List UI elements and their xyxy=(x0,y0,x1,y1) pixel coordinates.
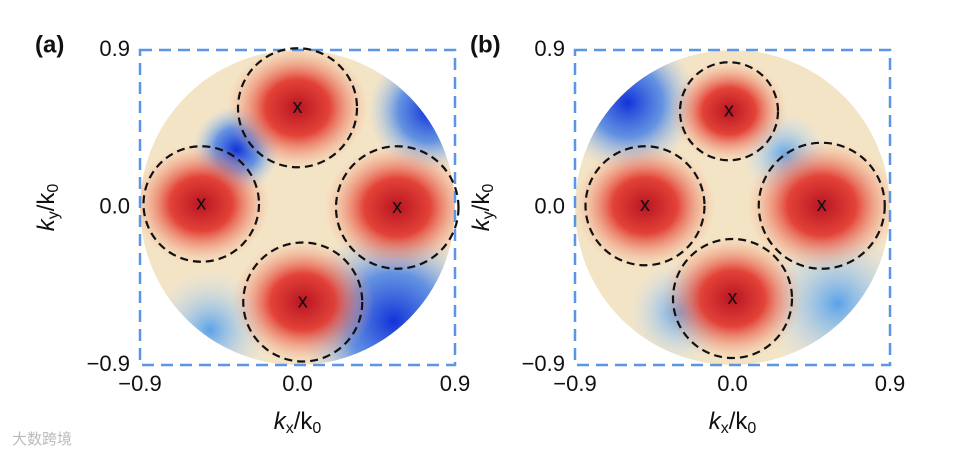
y-axis-label: ky/k0 xyxy=(33,184,62,232)
y-axis-label-part: k xyxy=(468,217,495,231)
beam-marker: x xyxy=(298,290,308,312)
y-tick-label: 0.0 xyxy=(534,193,565,218)
y-tick-label: 0.9 xyxy=(534,36,565,61)
panel-label: (b) xyxy=(470,31,501,58)
red-region xyxy=(575,143,717,269)
panel-label: (a) xyxy=(35,31,64,58)
red-region xyxy=(140,143,271,265)
x-axis-label-part: /k xyxy=(729,408,749,435)
x-axis-label-part: x xyxy=(286,420,294,437)
beam-circle xyxy=(334,145,460,270)
x-tick-label: 0.9 xyxy=(440,371,471,396)
x-axis-label-part: k xyxy=(274,408,288,435)
beam-circle xyxy=(236,47,359,169)
beam-marker: x xyxy=(817,194,827,216)
x-axis-label-part: /k xyxy=(294,408,314,435)
heatmap xyxy=(575,50,890,365)
beam-circle xyxy=(584,145,706,267)
beam-marker: x xyxy=(640,194,650,216)
beam-circle xyxy=(757,141,886,270)
beam-marker: x xyxy=(724,100,734,122)
red-region xyxy=(661,236,804,361)
red-region xyxy=(670,59,788,163)
red-region xyxy=(231,239,375,365)
x-tick-label: −0.9 xyxy=(553,371,596,396)
beam-circle xyxy=(142,145,261,263)
beam-circle xyxy=(242,241,364,363)
watermark: 大数跨境 xyxy=(12,430,72,448)
y-tick-label: 0.9 xyxy=(99,36,130,61)
y-axis-label-part: k xyxy=(33,217,60,231)
y-axis-label-part: y xyxy=(45,211,62,219)
beam-circle xyxy=(678,61,780,162)
red-region xyxy=(746,139,890,272)
y-axis-label-part: y xyxy=(480,211,497,219)
y-axis-label-part: 0 xyxy=(480,184,497,193)
x-tick-label: 0.9 xyxy=(875,371,906,396)
frame xyxy=(573,48,892,367)
beam-circle xyxy=(671,237,794,360)
x-axis-label-part: 0 xyxy=(747,420,756,437)
y-axis-label-part: 0 xyxy=(45,184,62,193)
x-axis-label: kx/k0 xyxy=(274,408,322,437)
y-axis-label: ky/k0 xyxy=(468,184,497,232)
beam-marker: x xyxy=(293,96,303,118)
y-axis-label-part: /k xyxy=(468,192,495,212)
y-tick-label: −0.9 xyxy=(522,351,565,376)
x-tick-label: 0.0 xyxy=(717,371,748,396)
red-region xyxy=(323,143,455,272)
y-tick-label: 0.0 xyxy=(99,193,130,218)
beam-marker: x xyxy=(728,287,738,309)
x-tick-label: −0.9 xyxy=(118,371,161,396)
frame xyxy=(138,48,457,367)
x-axis-label: kx/k0 xyxy=(709,408,757,437)
y-axis-label-part: /k xyxy=(33,192,60,212)
red-region xyxy=(226,50,369,171)
x-axis-label-part: 0 xyxy=(312,420,321,437)
beam-marker: x xyxy=(196,192,206,214)
x-tick-label: 0.0 xyxy=(282,371,313,396)
x-axis-label-part: k xyxy=(709,408,723,435)
x-axis-label-part: x xyxy=(721,420,729,437)
beam-marker: x xyxy=(392,196,402,218)
y-tick-label: −0.9 xyxy=(87,351,130,376)
